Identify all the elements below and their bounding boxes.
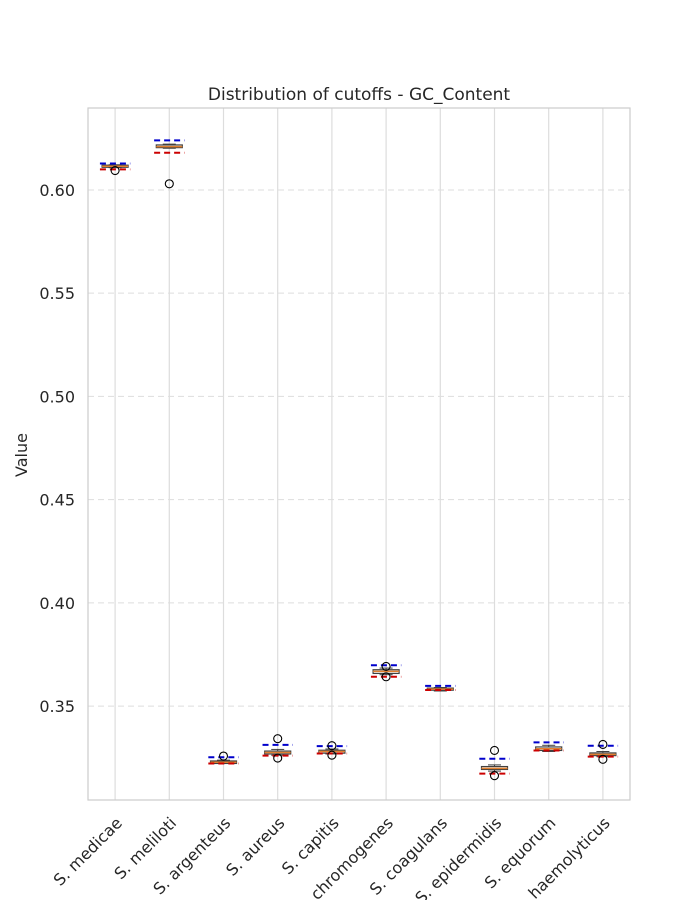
outlier-point bbox=[381, 661, 391, 671]
y-tick-label: 0.40 bbox=[39, 594, 75, 613]
y-tick-label: 0.55 bbox=[39, 284, 75, 303]
box-group bbox=[425, 684, 456, 692]
outlier-point bbox=[327, 741, 337, 751]
y-tick-label: 0.35 bbox=[39, 697, 75, 716]
y-tick-label: 0.45 bbox=[39, 491, 75, 510]
outlier-point bbox=[273, 753, 283, 763]
y-axis-label: Value bbox=[12, 433, 31, 477]
box-group bbox=[316, 741, 348, 760]
box-group bbox=[154, 139, 185, 189]
outlier-point bbox=[218, 751, 229, 761]
box-group bbox=[533, 741, 564, 752]
outlier-point bbox=[381, 672, 391, 682]
outlier-point bbox=[598, 754, 608, 764]
y-tick-labels: 0.35 0.40 0.45 0.50 0.55 0.60 bbox=[39, 181, 75, 716]
box-group bbox=[479, 745, 510, 781]
outlier-point bbox=[164, 179, 174, 189]
outlier-point bbox=[110, 166, 120, 176]
box-group bbox=[587, 739, 619, 764]
box-group bbox=[208, 751, 239, 765]
grid bbox=[88, 108, 630, 800]
outlier-point bbox=[327, 750, 337, 760]
y-tick-label: 0.50 bbox=[39, 387, 75, 406]
box-group bbox=[370, 661, 402, 682]
box-group bbox=[262, 734, 293, 763]
plot-area bbox=[88, 108, 630, 800]
y-tick-label: 0.60 bbox=[39, 181, 75, 200]
boxes bbox=[99, 139, 619, 781]
plot-frame bbox=[87, 107, 631, 801]
outlier-point bbox=[273, 734, 283, 744]
outlier-point bbox=[598, 739, 608, 750]
outlier-point bbox=[489, 771, 500, 781]
chart-title: Distribution of cutoffs - GC_Content bbox=[208, 85, 511, 105]
outlier-point bbox=[489, 745, 500, 756]
box-group bbox=[99, 162, 131, 176]
